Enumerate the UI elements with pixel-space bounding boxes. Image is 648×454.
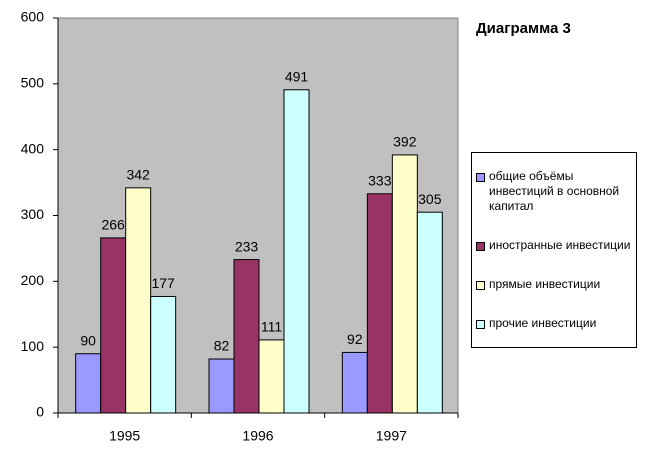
value-label: 392 bbox=[393, 134, 417, 150]
y-tick-label: 0 bbox=[36, 404, 44, 420]
y-tick-label: 500 bbox=[21, 75, 45, 91]
legend-item: прочие инвестиции bbox=[476, 316, 634, 331]
value-label: 305 bbox=[418, 191, 442, 207]
y-tick-label: 200 bbox=[21, 272, 45, 288]
legend-label: общие объёмы инвестиций в основной капит… bbox=[489, 169, 620, 213]
legend-item: прямые инвестиции bbox=[476, 277, 634, 292]
value-label: 177 bbox=[151, 275, 175, 291]
bar bbox=[416, 211, 443, 414]
y-tick-label: 300 bbox=[21, 206, 45, 222]
bar bbox=[366, 193, 393, 414]
bar bbox=[258, 339, 285, 414]
bar bbox=[208, 358, 235, 414]
x-tick-label: 1996 bbox=[242, 428, 273, 444]
legend-swatch bbox=[476, 242, 485, 251]
bar bbox=[75, 353, 102, 414]
value-label: 342 bbox=[126, 167, 150, 183]
x-tick-label: 1995 bbox=[109, 428, 140, 444]
bar bbox=[341, 351, 368, 414]
chart-title: Диаграмма 3 bbox=[476, 20, 571, 37]
legend-swatch bbox=[476, 320, 485, 329]
bar bbox=[283, 89, 310, 414]
legend-swatch bbox=[476, 281, 485, 290]
bar bbox=[391, 154, 418, 414]
value-label: 266 bbox=[101, 217, 125, 233]
legend-item: иностранные инвестиции bbox=[476, 238, 634, 253]
bar bbox=[150, 295, 177, 414]
legend-swatch bbox=[476, 173, 485, 182]
legend: общие объёмы инвестиций в основной капит… bbox=[471, 152, 637, 348]
legend-label: иностранные инвестиции bbox=[489, 238, 631, 252]
x-tick-label: 1997 bbox=[376, 428, 407, 444]
value-label: 333 bbox=[368, 172, 392, 188]
bar bbox=[125, 187, 152, 414]
bar bbox=[100, 237, 127, 414]
value-label: 111 bbox=[261, 319, 282, 335]
value-label: 233 bbox=[235, 238, 259, 254]
value-label: 92 bbox=[347, 331, 363, 347]
y-tick-label: 600 bbox=[21, 9, 45, 25]
bar bbox=[233, 259, 260, 414]
y-tick-label: 400 bbox=[21, 140, 45, 156]
legend-item: общие объёмы инвестиций в основной капит… bbox=[476, 169, 634, 214]
value-label: 82 bbox=[214, 338, 230, 354]
y-tick-label: 100 bbox=[21, 338, 45, 354]
value-label: 90 bbox=[80, 332, 96, 348]
legend-label: прямые инвестиции bbox=[489, 277, 601, 291]
legend-label: прочие инвестиции bbox=[489, 316, 597, 330]
value-label: 491 bbox=[285, 68, 309, 84]
